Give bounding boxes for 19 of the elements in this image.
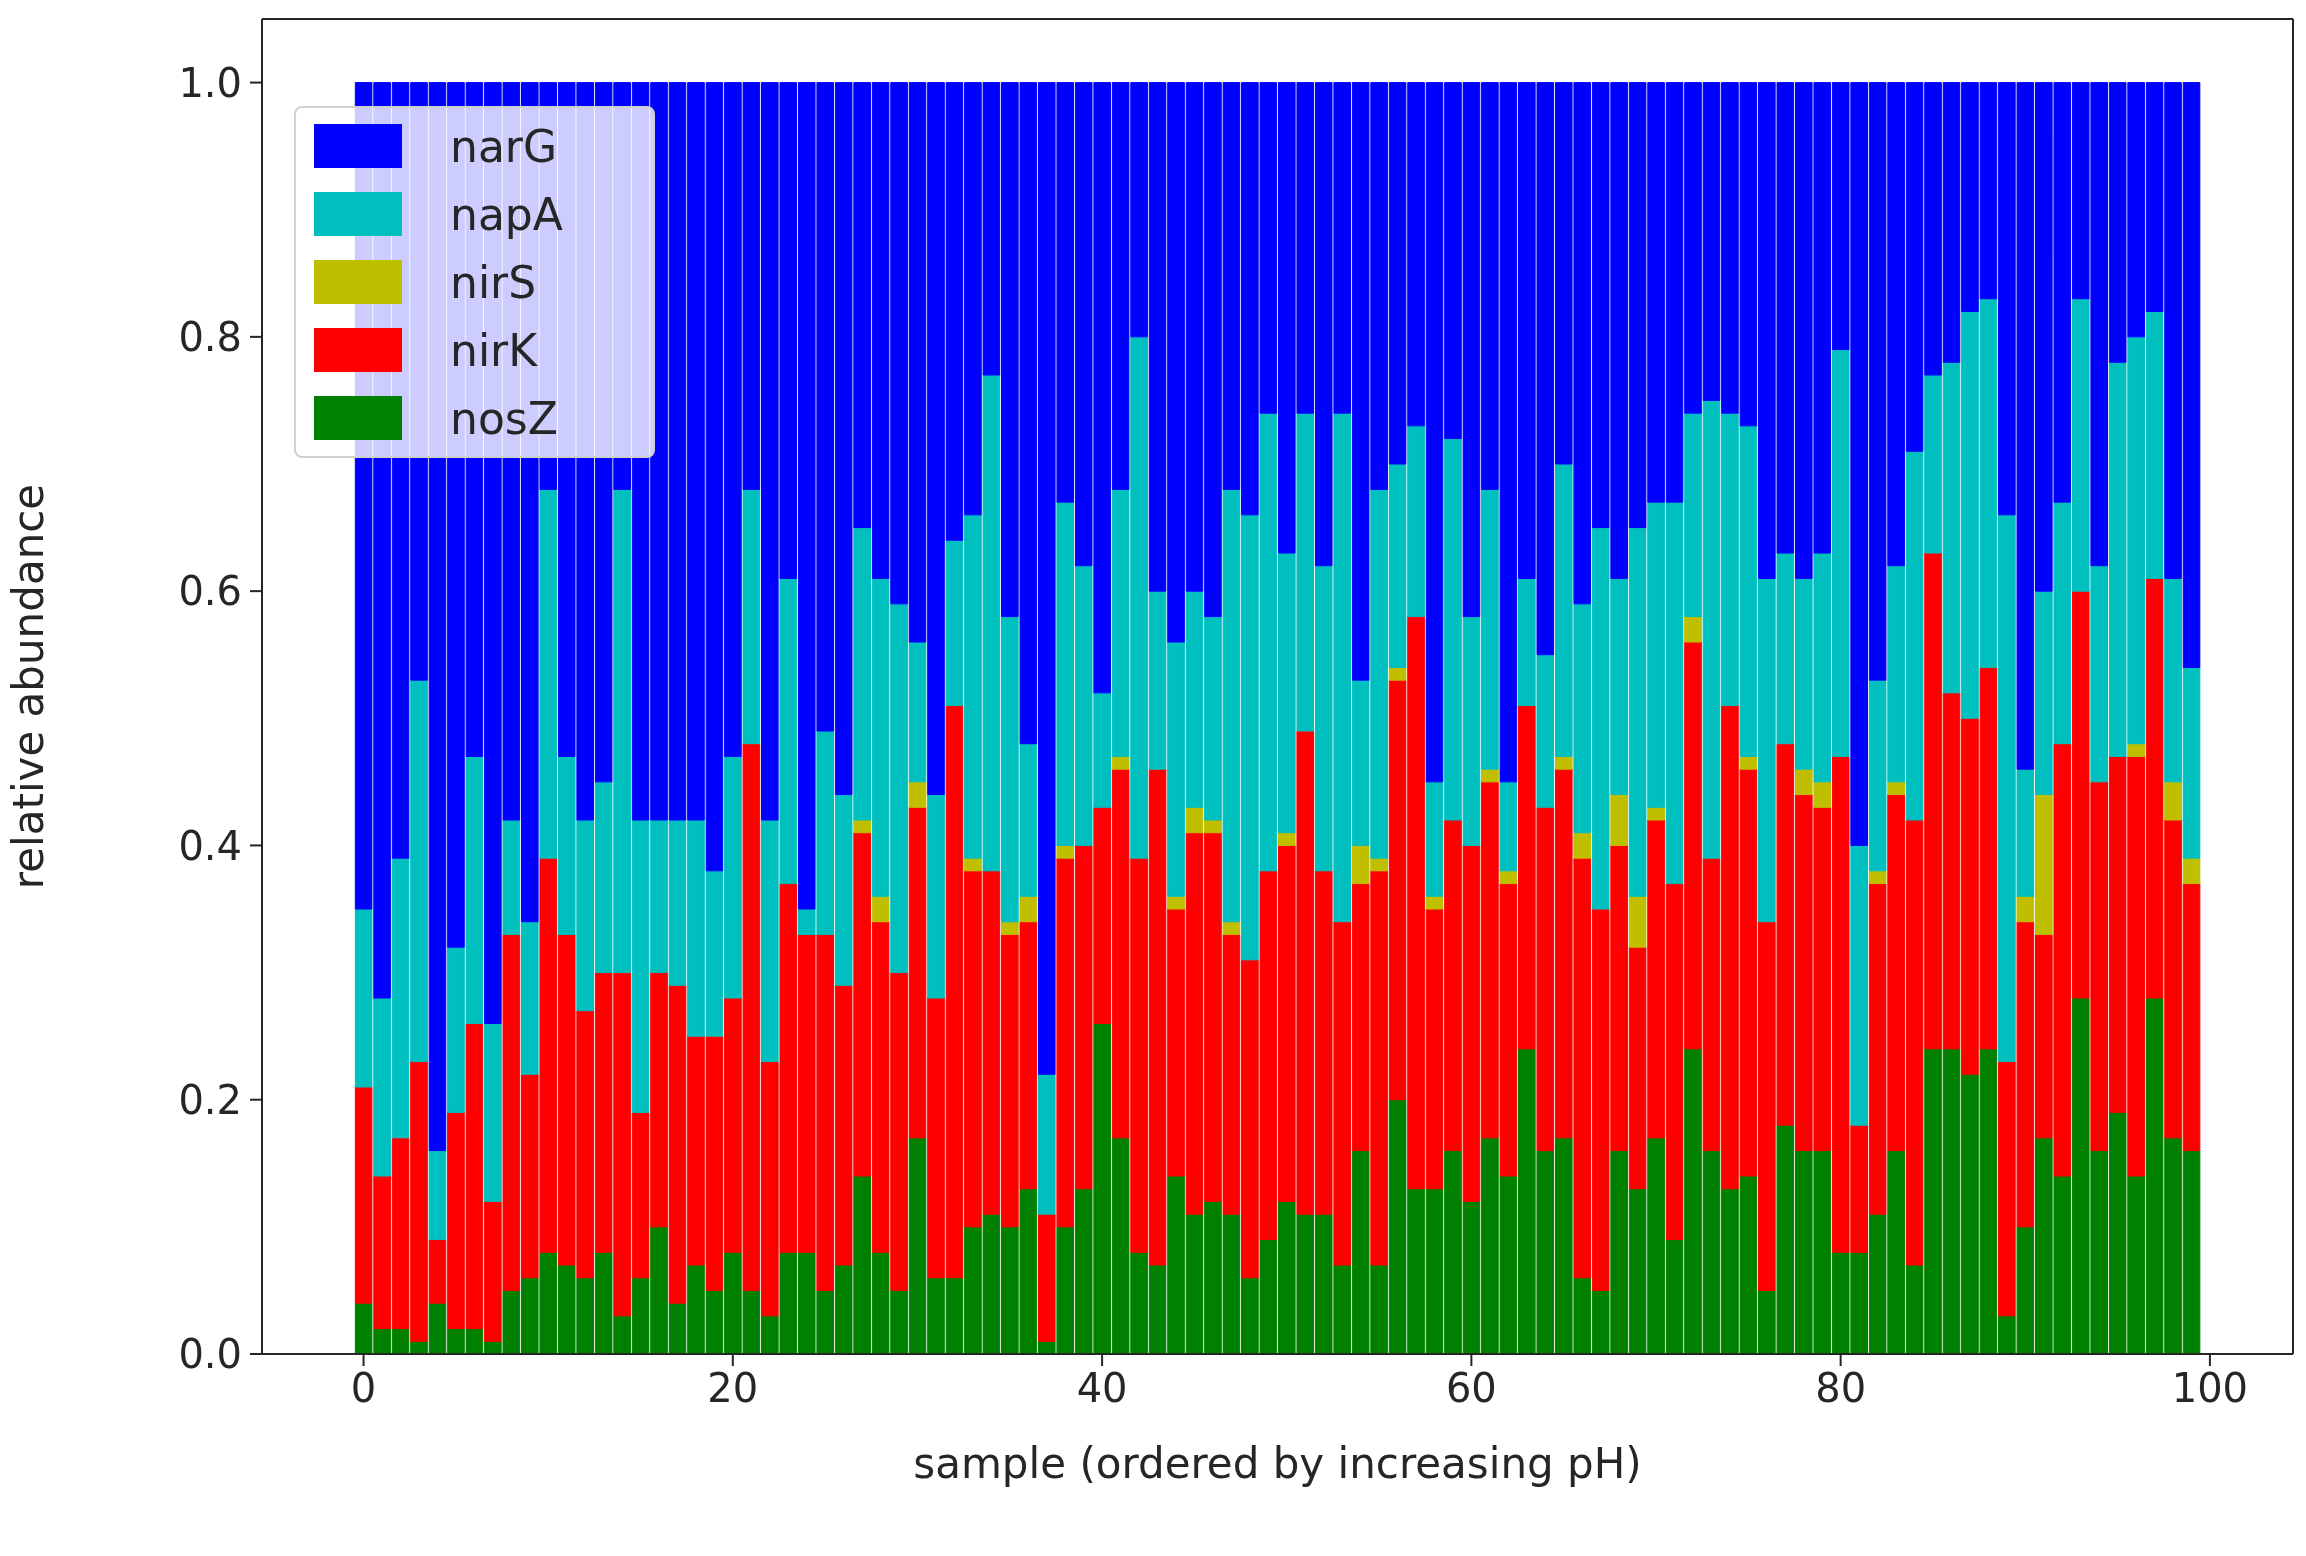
x-axis-title: sample (ordered by increasing pH): [913, 1439, 1642, 1488]
y-tick-label: 0.4: [178, 822, 242, 869]
legend-label: nirK: [450, 324, 538, 376]
legend-label: nosZ: [450, 392, 558, 444]
y-tick-label: 0.2: [178, 1076, 242, 1123]
y-tick-label: 0.6: [178, 568, 242, 615]
x-tick-label: 40: [1076, 1365, 1128, 1412]
y-tick-label: 0.8: [178, 314, 242, 361]
legend-label: nirS: [450, 256, 537, 308]
x-tick-label: 100: [2171, 1365, 2249, 1412]
x-tick-label: 80: [1815, 1365, 1867, 1412]
x-tick-label: 60: [1445, 1365, 1497, 1412]
y-tick-label: 0.0: [178, 1331, 242, 1378]
x-tick-label: 20: [707, 1365, 759, 1412]
y-axis-title: relative abundance: [3, 483, 53, 890]
y-tick-label: 1.0: [178, 59, 242, 106]
x-tick-label: 0: [350, 1365, 377, 1412]
legend-label: napA: [450, 188, 563, 240]
legend-label: narG: [450, 120, 558, 172]
